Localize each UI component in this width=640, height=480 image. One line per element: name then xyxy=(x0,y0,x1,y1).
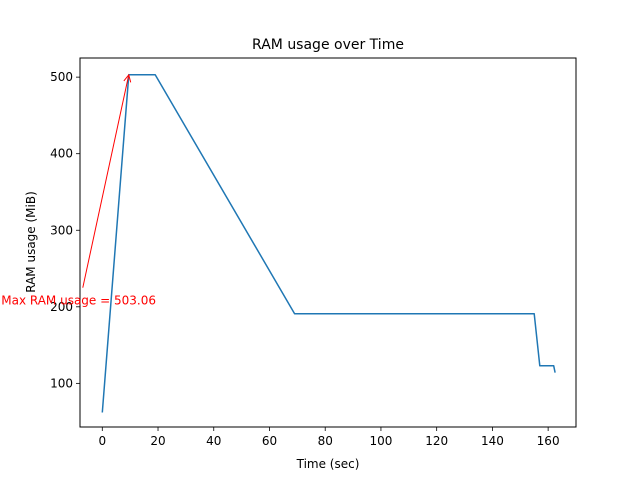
annotation-arrow xyxy=(82,74,130,288)
plot-area xyxy=(101,74,556,413)
ram-usage-line xyxy=(101,74,556,413)
x-tick-label: 40 xyxy=(206,434,221,448)
chart-title: RAM usage over Time xyxy=(252,37,404,53)
x-tick-label: 120 xyxy=(425,434,448,448)
annotation-arrowhead xyxy=(123,73,132,83)
x-axis: 0 20 40 60 80 100 120 140 160 xyxy=(98,427,560,448)
max-annotation-group: Max RAM usage = 503.06 xyxy=(1,73,156,308)
y-tick-label: 400 xyxy=(50,147,73,161)
x-tick-label: 160 xyxy=(537,434,560,448)
y-axis: 100 200 300 400 500 xyxy=(50,70,80,390)
x-tick-label: 100 xyxy=(369,434,392,448)
x-axis-label: Time (sec) xyxy=(296,457,360,471)
y-tick-label: 500 xyxy=(50,70,73,84)
max-usage-annotation: Max RAM usage = 503.06 xyxy=(1,294,156,308)
x-tick-label: 20 xyxy=(150,434,165,448)
axes-frame xyxy=(79,57,577,428)
x-tick-label: 140 xyxy=(481,434,504,448)
y-tick-label: 200 xyxy=(50,300,73,314)
y-tick-label: 100 xyxy=(50,376,73,390)
x-tick-label: 60 xyxy=(262,434,277,448)
y-axis-label: RAM usage (MiB) xyxy=(24,191,38,293)
x-tick-label: 80 xyxy=(318,434,333,448)
x-tick-label: 0 xyxy=(98,434,106,448)
y-tick-label: 300 xyxy=(50,223,73,237)
